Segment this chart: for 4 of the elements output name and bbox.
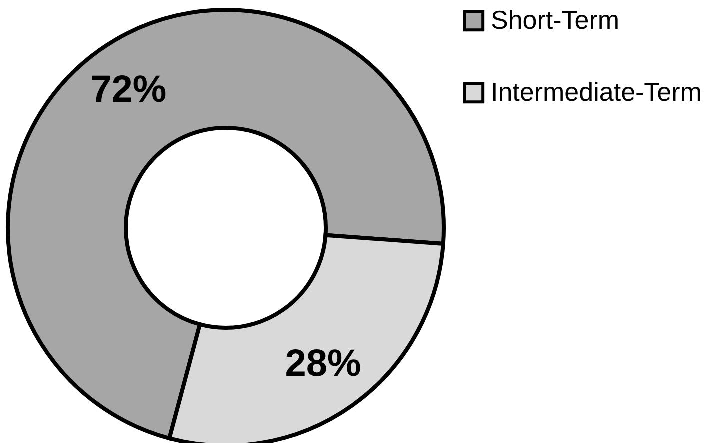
data-label: 72% [90,69,167,112]
legend-label: Intermediate-Term [491,77,702,107]
legend-label: Short-Term [491,5,620,35]
data-label: 28% [285,342,362,385]
